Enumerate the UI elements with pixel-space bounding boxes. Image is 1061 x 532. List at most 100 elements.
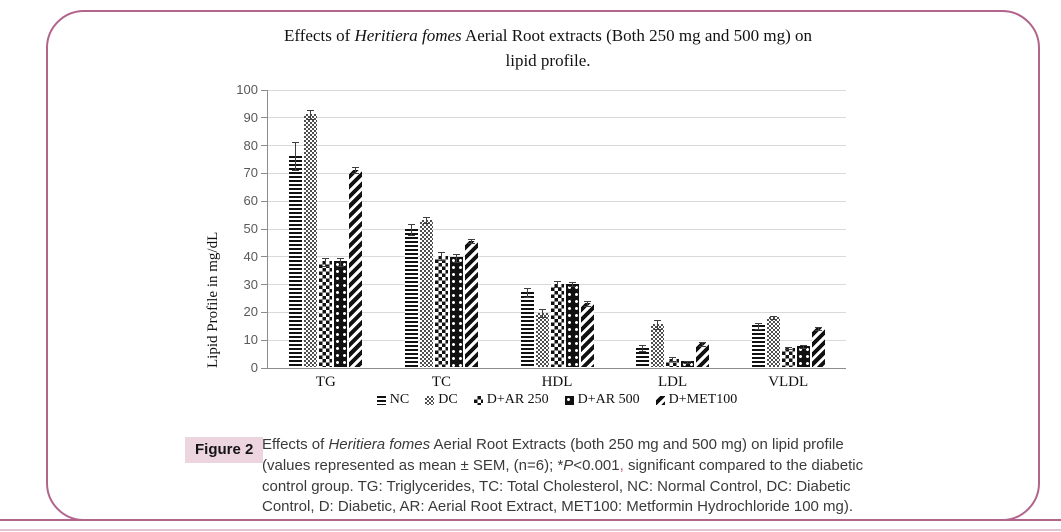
legend-label: DC [438,392,458,407]
D+AR 500-legend-marker-icon [564,395,574,405]
y-tick-label: 10 [243,332,258,348]
gridline [268,145,846,147]
text-segment: Aerial Root extracts (Both 250 mg and 50… [461,26,813,70]
legend-item-NC: NC [376,392,410,408]
error-bar-DC-HDL [541,309,543,318]
error-bar-cap [754,323,762,325]
legend-item-D+MET100: D+MET100 [655,392,737,408]
text-segment: significant compared to the diabetic con… [262,456,864,516]
bar-DC-LDL [651,323,665,367]
figure-caption: Effects of Heritiera fomes Aerial Root E… [262,435,896,518]
bar-DC-HDL [535,312,549,367]
D+MET100-legend-marker-icon [655,395,665,405]
error-bar-D+AR 250-LDL [672,357,674,362]
error-bar-DC-VLDL [772,316,774,320]
bar-DC-TC [419,219,433,367]
legend-label: NC [389,392,410,407]
gridline [268,117,846,119]
text-segment: Aerial Root Extracts (both 250 mg and 50… [262,436,844,474]
error-bar-D+MET100-VLDL [817,327,819,331]
error-bar-cap [784,349,792,351]
error-bar-cap [799,348,807,350]
bar-NC-VLDL [751,325,765,367]
bar-DC-VLDL [766,316,780,367]
gridline [268,228,846,230]
error-bar-cap [352,167,360,169]
legend-item-D+AR 500: D+AR 500 [564,392,640,408]
x-category-label-HDL: HDL [541,374,573,390]
error-bar-cap [407,224,415,226]
error-bar-D+AR 250-TG [325,258,327,267]
bar-D+MET100-TC [464,240,478,367]
bar-D+MET100-VLDL [811,328,825,367]
legend-label: D+AR 500 [577,392,640,407]
x-category-label-VLDL: VLDL [768,374,809,390]
error-bar-DC-TC [425,217,427,224]
y-tick-label: 60 [243,193,258,209]
figure-bottom-rule [0,519,1061,521]
error-bar-cap [654,328,662,330]
plot-area: 0 10 20 30 40 50 60 70 80 90 100 TG TC HDL LDL VLDL [236,82,846,390]
error-bar-cap [452,261,460,263]
text-segment: Effects of [283,26,355,45]
error-bar-cap [699,341,707,343]
bar-D+AR 500-VLDL [796,346,810,367]
error-bar-cap [307,118,315,120]
text-segment: Heritiera fomes [354,26,462,45]
y-axis-tick [261,367,267,369]
gridline [268,172,846,174]
y-tick-label: 40 [243,248,258,264]
error-bar-D+AR 500-VLDL [802,345,804,349]
y-axis-tick [261,228,267,230]
gridline [268,200,846,202]
error-bar-cap [538,317,546,319]
error-bar-NC-VLDL [757,323,759,330]
error-bar-cap [769,318,777,320]
error-bar-cap [568,281,576,283]
error-bar-cap [684,360,692,362]
error-bar-NC-HDL [526,288,528,298]
y-axis-tick [261,284,267,286]
error-bar-cap [523,296,531,298]
bar-D+AR 250-TG [319,261,333,367]
error-bar-cap [754,328,762,330]
bar-NC-TC [404,229,418,367]
error-bar-cap [467,243,475,245]
chart-title: Effects of Heritiera fomes Aerial Root e… [278,24,818,73]
error-bar-cap [553,286,561,288]
error-bar-D+MET100-TG [355,167,357,174]
y-tick-label: 70 [243,165,258,181]
error-bar-cap [322,266,330,268]
bar-D+AR 250-VLDL [781,347,795,367]
error-bar-D+AR 500-TC [455,254,457,263]
error-bar-cap [523,288,531,290]
y-tick-label: 30 [243,276,258,292]
error-bar-cap [452,253,460,255]
error-bar-cap [639,345,647,347]
bar-D+AR 250-TC [434,255,448,367]
DC-legend-marker-icon [425,395,435,405]
error-bar-D+AR 250-HDL [556,281,558,288]
y-axis-tick [261,311,267,313]
error-bar-cap [583,305,591,307]
y-axis-line [267,90,268,369]
error-bar-cap [437,252,445,254]
y-axis-tick [261,145,267,147]
D+AR 250-legend-marker-icon [473,395,483,405]
x-axis-line [268,367,846,369]
x-category-label-TG: TG [315,374,336,390]
text-segment: , [619,456,624,474]
y-axis-tick [261,256,267,258]
text-segment: Effects of [262,436,329,453]
chart-legend: NC DC D+AR 250 D+AR 500 D+MET100 [268,392,846,408]
error-bar-cap [583,301,591,303]
error-bar-D+AR 500-HDL [571,282,573,287]
gridline [268,89,846,91]
y-axis-tick [261,339,267,341]
error-bar-D+MET100-LDL [702,342,704,347]
error-bar-cap [307,110,315,112]
error-bar-cap [538,309,546,311]
error-bar-cap [467,238,475,240]
error-bar-cap [292,142,300,144]
